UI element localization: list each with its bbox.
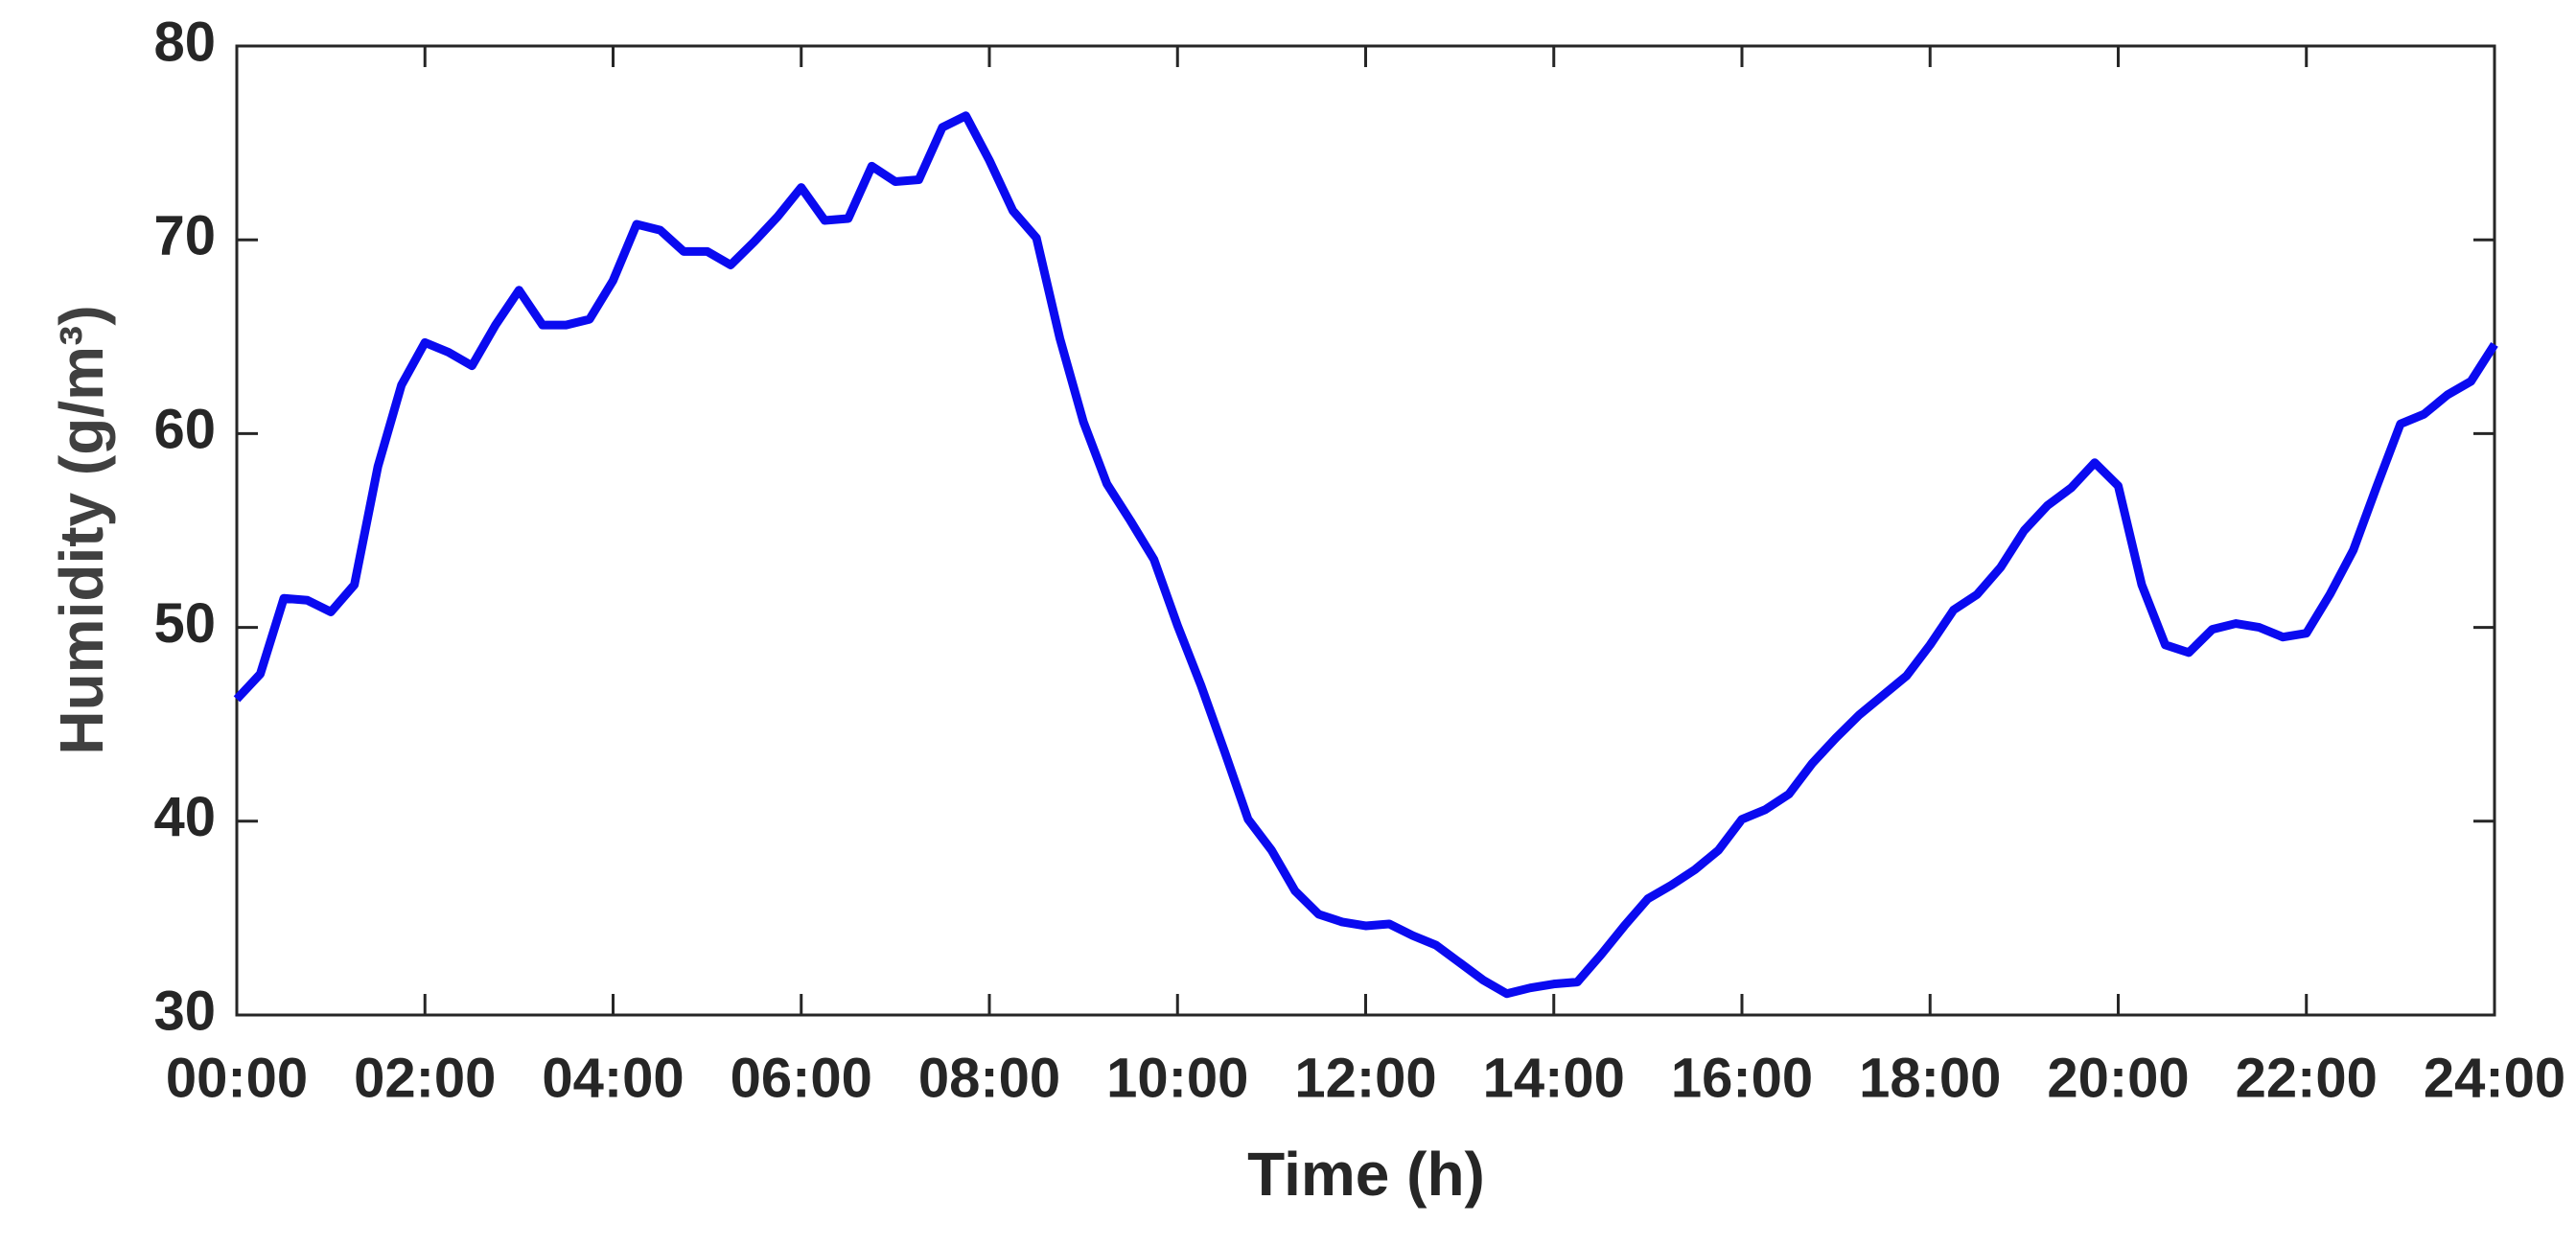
y-tick-label: 40 [153, 786, 216, 848]
x-tick-label: 22:00 [2236, 1047, 2378, 1109]
x-tick-label: 06:00 [731, 1047, 872, 1109]
y-tick-label: 60 [153, 399, 216, 461]
x-tick-label: 14:00 [1483, 1047, 1625, 1109]
y-tick-label: 80 [153, 11, 216, 73]
data-line [233, 111, 2498, 999]
x-tick-label: 10:00 [1106, 1047, 1248, 1109]
x-tick-label: 12:00 [1294, 1047, 1436, 1109]
y-tick-label: 70 [153, 205, 216, 267]
x-tick-label: 16:00 [1671, 1047, 1813, 1109]
y-axis-label: Humidity (g/m³) [47, 305, 116, 754]
y-tick-label: 50 [153, 592, 216, 655]
x-tick-label: 04:00 [542, 1047, 684, 1109]
x-tick-label: 08:00 [918, 1047, 1060, 1109]
x-tick-label: 20:00 [2047, 1047, 2189, 1109]
y-tick-label: 30 [153, 980, 216, 1042]
x-tick-label: 24:00 [2424, 1047, 2565, 1109]
x-tick-label: 02:00 [354, 1047, 496, 1109]
x-tick-label: 18:00 [1859, 1047, 2001, 1109]
plot-frame [235, 44, 2496, 1017]
x-tick-label: 00:00 [166, 1047, 308, 1109]
x-axis-label: Time (h) [1247, 1140, 1485, 1209]
